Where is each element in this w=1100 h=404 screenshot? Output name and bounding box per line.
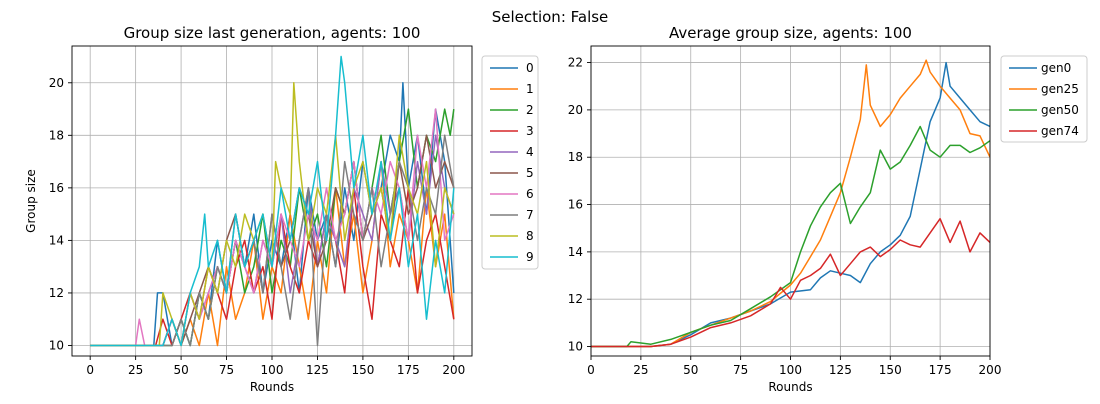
legend-label-1: 1 [526,82,534,96]
x-tick-label: 175 [397,363,420,377]
y-tick-label: 20 [49,76,64,90]
y-tick-label: 12 [568,292,583,306]
legend-label-5: 5 [526,166,534,180]
legend: gen0 gen25 gen50 gen74 [1000,55,1088,143]
legend: 0 1 2 3 4 5 6 7 8 9 [481,55,539,270]
legend-label-6: 6 [526,187,534,201]
y-tick-label: 22 [568,56,583,70]
legend-label-7: 7 [526,208,534,222]
legend-label-2: 2 [526,103,534,117]
x-tick-label: 125 [829,363,852,377]
legend-label-8: 8 [526,229,534,243]
y-tick-label: 18 [49,128,64,142]
x-tick-label: 100 [779,363,802,377]
chart-average-group-size: 0 25 50 75 100 125 150 175 200 10 12 14 16 18 20 22 Aver… [568,24,1088,394]
y-axis-label: Group size [24,169,38,233]
chart-group-size-last-generation: 0 25 50 75 100 125 150 175 200101214161820Group … [24,24,539,394]
chart-title: Average group size, agents: 100 [669,24,912,42]
y-tick-label: 20 [568,103,583,117]
y-tick-label: 18 [568,150,583,164]
legend-label-3: 3 [526,124,534,138]
legend-label-4: 4 [526,145,534,159]
x-tick-label: 75 [219,363,234,377]
x-tick-label: 50 [173,363,188,377]
y-tick-label: 14 [49,233,64,247]
series-line-9 [90,55,455,347]
y-tick-label: 14 [568,245,583,259]
y-tick-label: 10 [568,340,583,354]
series-line-gen50 [591,125,990,348]
chart-title: Group size last generation, agents: 100 [124,24,421,42]
series-line-8 [90,82,455,347]
series-line-7 [90,134,455,347]
x-tick-label: 25 [128,363,143,377]
series-line-gen74 [591,217,990,348]
x-tick-label: 150 [879,363,902,377]
y-tick-label: 16 [568,198,583,212]
legend-label-gen25: gen25 [1041,82,1079,96]
x-tick-label: 200 [979,363,1002,377]
legend-label-0: 0 [526,61,534,75]
x-tick-label: 150 [351,363,374,377]
y-tick-label: 10 [49,338,64,352]
x-tick-label: 25 [633,363,648,377]
legend-label-gen74: gen74 [1041,124,1079,138]
x-tick-label: 175 [929,363,952,377]
legend-label-gen50: gen50 [1041,103,1079,117]
x-tick-label: 100 [261,363,284,377]
legend-box [1000,55,1088,143]
y-tick-label: 12 [49,286,64,300]
figure-suptitle: Selection: False [492,8,609,26]
x-axis-label: Rounds [768,380,812,394]
legend-label-gen0: gen0 [1041,61,1071,75]
legend-label-9: 9 [526,250,534,264]
x-tick-label: 75 [733,363,748,377]
x-tick-label: 200 [442,363,465,377]
x-tick-label: 0 [587,363,595,377]
series-line-gen0 [591,61,990,348]
x-tick-label: 0 [86,363,94,377]
y-tick-label: 16 [49,181,64,195]
x-axis-label: Rounds [250,380,294,394]
x-tick-label: 125 [306,363,329,377]
x-tick-label: 50 [683,363,698,377]
